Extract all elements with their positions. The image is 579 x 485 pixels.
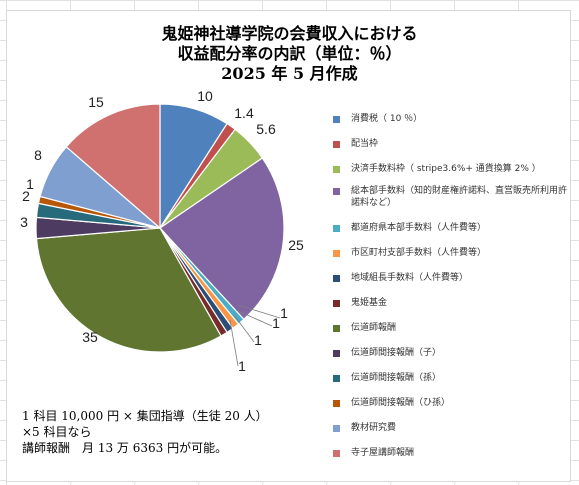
legend-swatch-11 (333, 400, 340, 407)
data-label-4: 1 (280, 305, 288, 321)
note-text: 1 科目 10,000 円 × 集団指導（生徒 20 人） ×5 科目なら 講師… (22, 408, 342, 456)
legend-label-11: 伝道師間接報酬（ひ孫） (351, 398, 451, 408)
legend-item-4: 都道府県本部手数料（人件費等） (333, 222, 573, 234)
data-label-0: 10 (197, 88, 213, 104)
legend-label-4: 都道府県本部手数料（人件費等） (351, 223, 487, 233)
data-label-2: 5.6 (256, 121, 276, 137)
data-label-13: 15 (88, 94, 104, 110)
note-line-3: 講師報酬 月 13 万 6363 円が可能。 (22, 441, 228, 455)
legend-label-6: 地域組長手数料（人件費等） (351, 273, 469, 283)
legend-item-6: 地域組長手数料（人件費等） (333, 272, 573, 284)
legend-label-12: 教材研究費 (351, 423, 397, 433)
chart-title-line-1: 鬼姫神社導学院の会費収入における (161, 24, 418, 43)
legend-label-0: 消費税（ 10 ％） (351, 114, 423, 124)
chart-legend: 消費税（ 10 ％） 配当枠決済手数料枠（ stripe3.6%+ 通貨換算 2%… (333, 113, 573, 459)
legend-swatch-9 (333, 350, 340, 357)
legend-item-10: 伝道師間接報酬（孫） (333, 372, 573, 384)
note-line-1: 1 科目 10,000 円 × 集団指導（生徒 20 人） (22, 409, 268, 423)
data-label-12: 8 (34, 147, 42, 163)
legend-item-8: 伝道師報酬 (333, 322, 573, 334)
note-line-2: ×5 科目なら (22, 425, 92, 439)
data-label-9: 3 (20, 214, 28, 230)
pie-slice-13 (65, 103, 161, 230)
chart-title-line-2: 収益配分率の内訳（単位：％） (177, 44, 402, 63)
leader-line-7 (229, 319, 239, 367)
legend-item-7: 鬼姫基金 (333, 297, 573, 309)
legend-swatch-3 (333, 188, 340, 195)
legend-label-2: 決済手数料枠（ stripe3.6%+ 通貨換算 2% ） (351, 164, 541, 174)
chart-title: 鬼姫神社導学院の会費収入における 収益配分率の内訳（単位：％） 2025 年 5… (0, 24, 579, 84)
leader-line-6 (233, 314, 255, 343)
legend-item-2: 決済手数料枠（ stripe3.6%+ 通貨換算 2% ） (333, 163, 573, 175)
pie-slice-3 (159, 157, 285, 321)
data-label-1: 1.4 (234, 105, 254, 121)
leader-line-4 (237, 304, 281, 319)
data-label-3: 25 (288, 237, 304, 253)
legend-item-0: 消費税（ 10 ％） (333, 113, 573, 125)
data-label-10: 2 (22, 188, 30, 204)
data-label-7: 1 (238, 358, 246, 374)
legend-item-11: 伝道師間接報酬（ひ孫） (333, 397, 573, 409)
legend-label-13: 寺子屋講師報酬 (351, 448, 415, 458)
data-label-11: 1 (26, 176, 34, 192)
legend-swatch-0 (333, 116, 340, 123)
legend-swatch-7 (333, 300, 340, 307)
legend-label-7: 鬼姫基金 (351, 298, 388, 308)
legend-label-3: 総本部手数料（知的財産権許諾料、直営販売所利用許諾料など） (351, 186, 568, 208)
legend-item-3: 総本部手数料（知的財産権許諾料、直営販売所利用許諾料など） (333, 185, 573, 209)
leader-line-5 (235, 309, 273, 327)
legend-swatch-1 (333, 141, 340, 148)
legend-label-10: 伝道師間接報酬（孫） (351, 373, 442, 383)
legend-item-13: 寺子屋講師報酬 (333, 447, 573, 459)
legend-label-8: 伝道師報酬 (351, 323, 397, 333)
legend-swatch-13 (333, 450, 340, 457)
chart-title-line-3: 2025 年 5 月作成 (221, 64, 358, 83)
legend-label-5: 市区町村支部手数料（人件費等） (351, 248, 487, 258)
legend-swatch-2 (333, 166, 340, 173)
legend-swatch-12 (333, 425, 340, 432)
pie-slice-8 (35, 227, 222, 353)
legend-item-5: 市区町村支部手数料（人件費等） (333, 247, 573, 259)
legend-item-1: 配当枠 (333, 138, 573, 150)
legend-label-1: 配当枠 (351, 139, 379, 149)
data-label-5: 1 (272, 315, 280, 331)
legend-swatch-6 (333, 275, 340, 282)
data-label-8: 35 (82, 329, 98, 345)
legend-swatch-10 (333, 375, 340, 382)
legend-swatch-5 (333, 250, 340, 257)
legend-swatch-8 (333, 325, 340, 332)
legend-item-12: 教材研究費 (333, 422, 573, 434)
data-label-6: 1 (254, 332, 262, 348)
legend-item-9: 伝道師間接報酬（子） (333, 347, 573, 359)
legend-swatch-4 (333, 225, 340, 232)
legend-label-9: 伝道師間接報酬（子） (351, 348, 442, 358)
